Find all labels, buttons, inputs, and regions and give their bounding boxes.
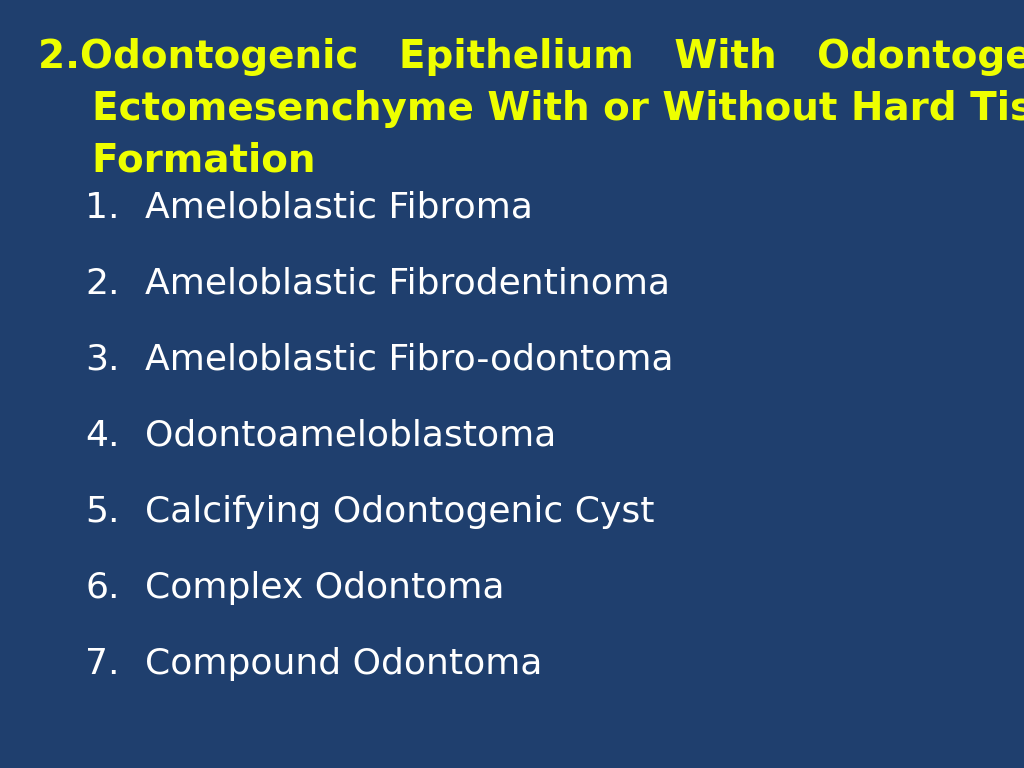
Text: 2.Odontogenic   Epithelium   With   Odontogenic: 2.Odontogenic Epithelium With Odontogeni… (38, 38, 1024, 76)
Text: 7.: 7. (85, 647, 120, 681)
Text: Ectomesenchyme With or Without Hard Tissue: Ectomesenchyme With or Without Hard Tiss… (38, 90, 1024, 128)
Text: 2.: 2. (85, 267, 120, 301)
Text: 6.: 6. (85, 571, 120, 605)
Text: Calcifying Odontogenic Cyst: Calcifying Odontogenic Cyst (145, 495, 654, 529)
Text: 5.: 5. (85, 495, 120, 529)
Text: Odontoameloblastoma: Odontoameloblastoma (145, 419, 556, 453)
Text: Compound Odontoma: Compound Odontoma (145, 647, 543, 681)
Text: Complex Odontoma: Complex Odontoma (145, 571, 505, 605)
Text: Ameloblastic Fibroma: Ameloblastic Fibroma (145, 191, 532, 225)
Text: 4.: 4. (85, 419, 120, 453)
Text: 3.: 3. (85, 343, 120, 377)
Text: 1.: 1. (85, 191, 120, 225)
Text: Formation: Formation (38, 142, 315, 180)
Text: Ameloblastic Fibro-odontoma: Ameloblastic Fibro-odontoma (145, 343, 674, 377)
Text: Ameloblastic Fibrodentinoma: Ameloblastic Fibrodentinoma (145, 267, 670, 301)
